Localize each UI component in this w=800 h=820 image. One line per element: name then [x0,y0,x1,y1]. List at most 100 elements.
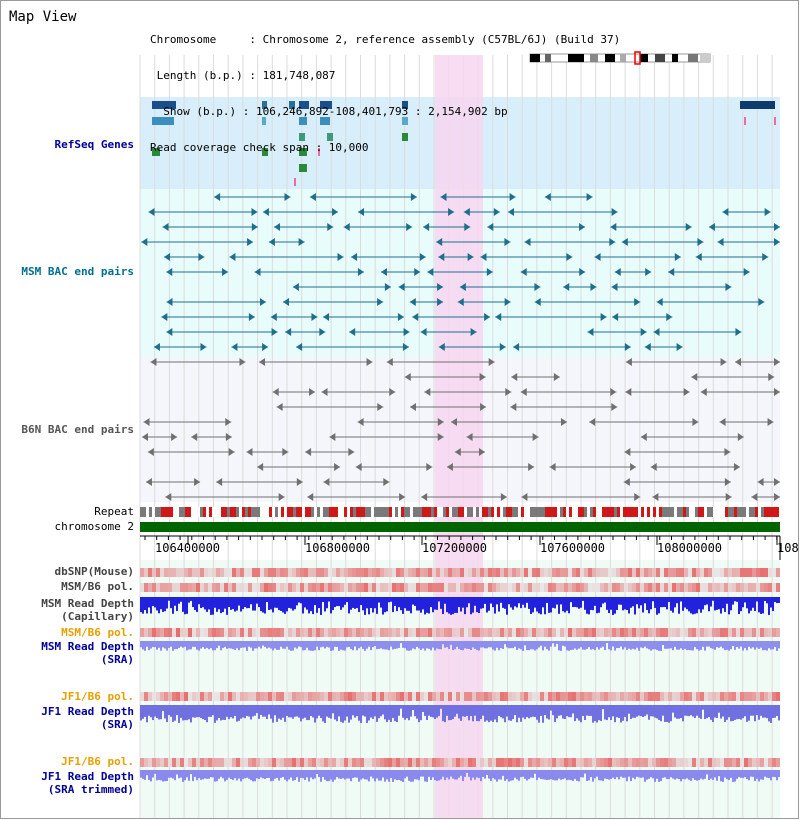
track-label-msm-b6-pol-sra[interactable]: MSM/B6 pol. [61,626,134,639]
repeat-segment [764,507,767,517]
track-label-repeat[interactable]: Repeat [94,505,134,518]
depth-bin [602,641,604,647]
depth-bin [668,705,670,723]
track-label-b6n-bac[interactable]: B6N BAC end pairs [21,423,134,436]
depth-bin [550,705,552,711]
repeat-segment [488,507,491,517]
depth-bin [578,641,580,649]
depth-bin [758,705,760,720]
depth-bin [154,597,156,608]
bac-end-marker [278,493,285,501]
repeat-segment [770,507,773,517]
bac-end-marker [611,283,618,291]
depth-bin [756,705,758,716]
depth-bin [142,597,144,614]
pol-bin [656,692,660,701]
depth-bin [190,641,192,650]
pol-bin [532,583,536,592]
pol-bin [444,692,448,701]
depth-bin [254,770,256,782]
pol-bin [596,692,600,701]
depth-bin [702,597,704,610]
pol-bin [408,628,412,637]
position-axis [140,535,781,560]
pol-bin [192,628,196,637]
depth-bin [456,705,458,714]
pol-bin [680,628,684,637]
depth-bin [456,641,458,647]
pol-bin [492,568,496,577]
pol-bin [516,568,520,577]
depth-bin [186,705,188,721]
bac-end-marker [600,313,607,321]
depth-bin [320,705,322,718]
bac-end-marker [566,253,573,261]
depth-bin [200,641,202,649]
track-label-jf1-depth[interactable]: JF1 Read Depth [41,705,134,718]
track-label-msm-b6-pol[interactable]: MSM/B6 pol. [61,580,134,593]
depth-bin [368,770,370,782]
track-label-msm-bac[interactable]: MSM BAC end pairs [21,265,134,278]
track-label-jf1-depth-trimmed[interactable]: JF1 Read Depth [41,770,134,783]
depth-bin [592,705,594,723]
depth-bin [636,641,638,648]
depth-bin [450,770,452,777]
depth-bin [448,770,450,780]
depth-bin [648,705,650,720]
track-label-jf1-b6-pol-trimmed[interactable]: JF1/B6 pol. [61,755,134,768]
depth-bin [230,705,232,718]
depth-bin [164,705,166,719]
depth-bin [538,705,540,723]
pol-bin [200,692,204,701]
repeat-segment [176,507,179,517]
depth-bin [572,597,574,608]
pol-bin [516,583,520,592]
depth-bin [542,770,544,780]
pol-bin [592,692,596,701]
track-label-msm-depth-capillary[interactable]: MSM Read Depth [41,597,134,610]
repeat-segment [164,507,167,517]
depth-bin [620,641,622,647]
pol-bin [644,568,648,577]
pol-bin [184,568,188,577]
pol-bin [176,583,180,592]
depth-bin [322,770,324,778]
track-label-msm-depth-sra[interactable]: MSM Read Depth [41,640,134,653]
depth-bin [562,597,564,612]
depth-bin [214,641,216,651]
depth-bin [620,770,622,777]
pol-bin [620,758,624,767]
repeat-segment [326,507,329,517]
depth-bin [766,597,768,604]
depth-bin [340,641,342,650]
coverage-span-line: Read coverage check span : 10,000 [150,141,369,154]
jf1-b6-pol-strip [140,692,780,701]
pol-bin [216,758,220,767]
depth-bin [258,641,260,647]
depth-bin [384,641,386,650]
track-label-refseq[interactable]: RefSeq Genes [54,138,134,151]
pol-bin [720,568,724,577]
axis-tick-label: 106400000 [155,541,221,555]
depth-bin [306,597,308,610]
pol-bin [684,568,688,577]
depth-bin [530,641,532,650]
bac-end-marker [640,328,647,336]
depth-bin [514,770,516,778]
track-label-dbsnp[interactable]: dbSNP(Mouse) [54,565,134,578]
pol-bin [412,628,416,637]
pol-bin [196,758,200,767]
depth-bin [642,705,644,718]
track-label-jf1-b6-pol[interactable]: JF1/B6 pol. [61,690,134,703]
depth-bin [602,597,604,604]
depth-bin [544,705,546,716]
depth-bin [238,770,240,779]
depth-bin [614,705,616,723]
repeat-segment [299,507,302,517]
repeat-segment [200,507,203,517]
pol-bin [436,758,440,767]
repeat-segment [662,507,665,517]
depth-bin [462,705,464,717]
pol-bin [236,583,240,592]
